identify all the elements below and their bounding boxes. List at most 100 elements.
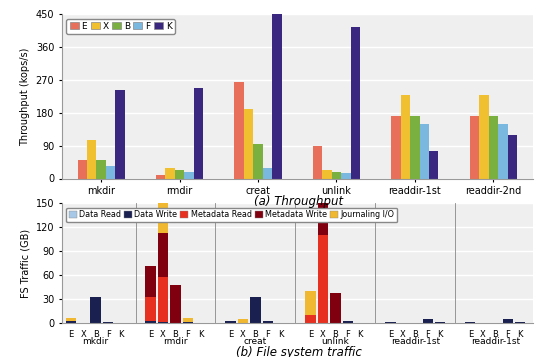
Bar: [66, 322, 76, 323]
Bar: [96, 160, 106, 178]
Text: E: E: [308, 330, 313, 339]
Bar: [479, 95, 489, 178]
Bar: [166, 167, 175, 178]
Bar: [225, 322, 236, 323]
Text: rmdir: rmdir: [163, 337, 188, 346]
Text: X: X: [240, 330, 246, 339]
Text: K: K: [358, 330, 363, 339]
Bar: [507, 135, 517, 178]
Bar: [305, 291, 316, 315]
Bar: [158, 322, 168, 323]
Bar: [470, 116, 479, 178]
Bar: [158, 177, 168, 233]
Text: E: E: [148, 330, 153, 339]
Bar: [410, 116, 420, 178]
Bar: [263, 167, 272, 178]
Bar: [318, 141, 328, 235]
Text: B: B: [412, 330, 418, 339]
Bar: [183, 318, 193, 322]
Bar: [235, 82, 244, 178]
Bar: [435, 322, 445, 323]
Bar: [106, 166, 115, 178]
Text: X: X: [400, 330, 406, 339]
Bar: [66, 317, 76, 322]
Text: B: B: [492, 330, 498, 339]
Text: E: E: [228, 330, 233, 339]
Text: B: B: [332, 330, 338, 339]
Bar: [90, 297, 101, 323]
Text: F: F: [345, 330, 350, 339]
Text: K: K: [437, 330, 443, 339]
Bar: [305, 315, 316, 323]
Bar: [87, 140, 96, 178]
Bar: [498, 125, 507, 178]
Bar: [253, 144, 263, 178]
Legend: E, X, B, F, K: E, X, B, F, K: [66, 19, 175, 34]
Bar: [250, 297, 260, 323]
Bar: [244, 109, 253, 178]
Bar: [115, 90, 125, 178]
Bar: [145, 321, 155, 323]
Text: F: F: [105, 330, 110, 339]
Text: unlink: unlink: [322, 337, 349, 346]
Bar: [313, 146, 322, 178]
Bar: [401, 95, 410, 178]
Text: X: X: [320, 330, 326, 339]
Text: K: K: [197, 330, 203, 339]
Text: F: F: [426, 330, 430, 339]
Bar: [489, 116, 498, 178]
Bar: [423, 319, 433, 323]
Bar: [103, 322, 113, 323]
Text: (a) Throughput: (a) Throughput: [254, 195, 343, 207]
Text: mkdir: mkdir: [82, 337, 109, 346]
Text: E: E: [388, 330, 393, 339]
Text: K: K: [518, 330, 523, 339]
Bar: [158, 233, 168, 277]
Bar: [465, 322, 476, 323]
Text: B: B: [252, 330, 258, 339]
Text: E: E: [68, 330, 73, 339]
Bar: [318, 235, 328, 323]
Y-axis label: Throughput (kops/s): Throughput (kops/s): [20, 47, 30, 146]
Text: B: B: [93, 330, 98, 339]
Text: K: K: [118, 330, 123, 339]
Bar: [343, 322, 353, 323]
Legend: Data Read, Data Write, Metadata Read, Metadata Write, Journaling I/O: Data Read, Data Write, Metadata Read, Me…: [66, 207, 397, 222]
Bar: [77, 160, 87, 178]
Bar: [332, 172, 341, 178]
Bar: [341, 173, 351, 178]
Bar: [175, 171, 184, 178]
Text: B: B: [173, 330, 179, 339]
Text: F: F: [505, 330, 510, 339]
Bar: [515, 322, 525, 323]
Bar: [194, 88, 203, 178]
Text: X: X: [160, 330, 166, 339]
Bar: [351, 27, 360, 178]
Text: E: E: [468, 330, 473, 339]
Bar: [184, 172, 194, 178]
Bar: [322, 171, 332, 178]
Text: F: F: [265, 330, 271, 339]
Text: X: X: [480, 330, 486, 339]
Bar: [391, 116, 401, 178]
Bar: [429, 151, 438, 178]
Text: (b) File system traffic: (b) File system traffic: [236, 346, 362, 357]
Bar: [156, 175, 165, 178]
Text: creat: creat: [244, 337, 267, 346]
Y-axis label: FS Traffic (GB): FS Traffic (GB): [20, 229, 30, 298]
Bar: [158, 277, 168, 322]
Bar: [171, 285, 181, 323]
Text: readdir-1st: readdir-1st: [391, 337, 440, 346]
Bar: [272, 14, 281, 178]
Bar: [263, 322, 273, 323]
Bar: [330, 293, 341, 323]
Bar: [183, 322, 193, 323]
Text: F: F: [186, 330, 190, 339]
Text: readdir-1st: readdir-1st: [471, 337, 520, 346]
Bar: [145, 266, 155, 297]
Text: X: X: [80, 330, 86, 339]
Text: K: K: [278, 330, 283, 339]
Bar: [385, 322, 395, 323]
Bar: [502, 319, 513, 323]
Bar: [145, 297, 155, 321]
